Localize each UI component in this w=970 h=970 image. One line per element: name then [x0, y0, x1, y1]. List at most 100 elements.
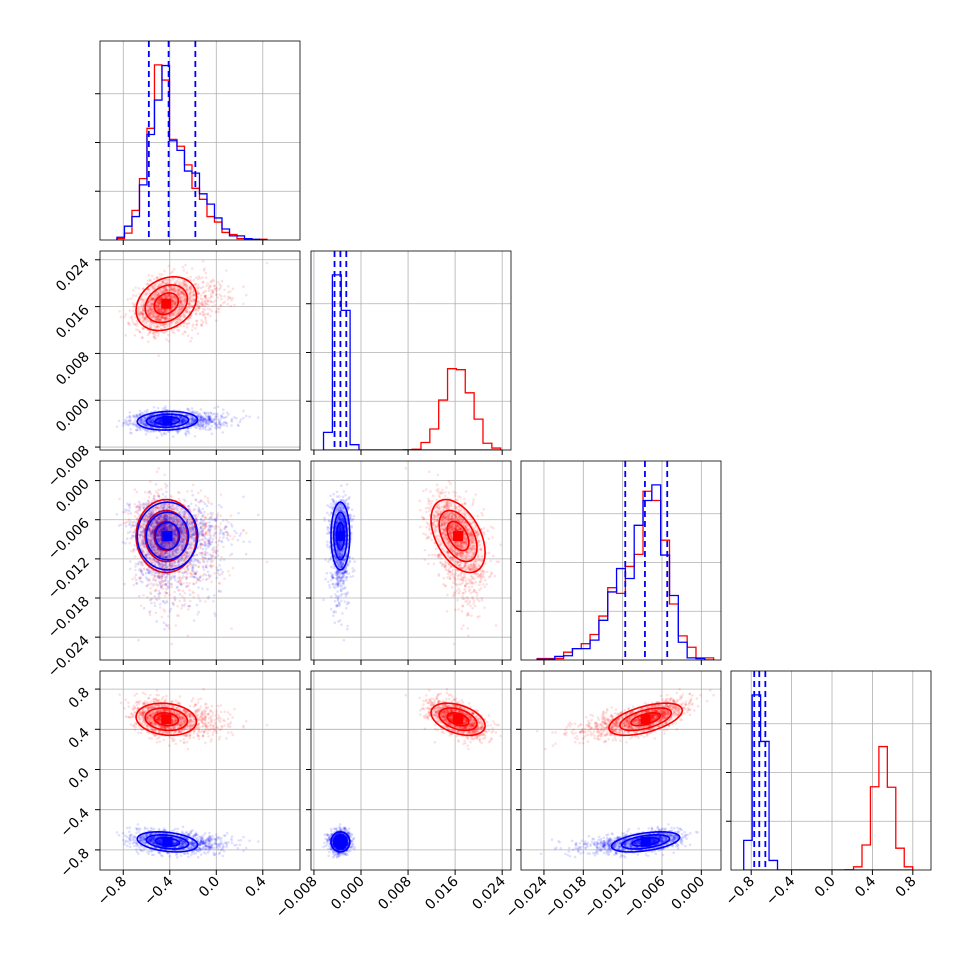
sample-point [195, 410, 199, 414]
sample-point [161, 280, 164, 284]
sample-point [217, 503, 221, 507]
sample-point [127, 323, 131, 326]
sample-point [193, 293, 196, 296]
sample-point [212, 279, 216, 283]
sample-point [214, 421, 218, 424]
sample-point [192, 582, 196, 586]
sample-point [151, 302, 154, 306]
sample-point [157, 293, 161, 296]
sample-point [201, 285, 205, 289]
sample-point [204, 276, 208, 280]
sample-point [163, 309, 167, 313]
sample-point [194, 426, 197, 429]
sample-point [162, 287, 165, 291]
sample-point [220, 297, 223, 301]
sample-point [170, 301, 174, 304]
sample-point [180, 420, 184, 424]
sample-point [162, 323, 165, 326]
sample-point [167, 281, 170, 284]
sample-point [199, 418, 203, 421]
sample-point [225, 421, 228, 425]
sample-point [134, 428, 138, 432]
sample-point [177, 329, 181, 332]
sample-point [137, 313, 140, 317]
sample-point [143, 321, 147, 325]
sample-point [171, 312, 175, 316]
sample-point [142, 318, 146, 321]
sample-point [218, 293, 222, 296]
sample-point [221, 412, 225, 415]
sample-point [200, 424, 203, 428]
sample-point [210, 502, 213, 506]
sample-point [158, 291, 161, 295]
sample-point [213, 527, 217, 531]
axes-frame-0-0 [99, 40, 301, 241]
sample-point [135, 324, 138, 327]
sample-point [156, 306, 160, 309]
sample-point [199, 302, 203, 305]
sample-point [163, 294, 167, 298]
sample-point [188, 278, 191, 282]
sample-point [154, 296, 158, 299]
sample-point [180, 318, 184, 322]
sample-point [183, 303, 186, 306]
sample-point [159, 301, 162, 305]
sample-point [216, 549, 220, 553]
sample-point [223, 288, 226, 292]
sample-point [203, 300, 207, 303]
sample-point [191, 328, 194, 332]
sample-point [203, 495, 207, 498]
sample-point [218, 420, 221, 423]
sample-point [185, 284, 189, 288]
sample-point [136, 562, 140, 566]
sample-point [140, 312, 144, 316]
sample-point [139, 312, 142, 316]
sample-point [172, 288, 176, 291]
sample-point [147, 279, 150, 282]
sample-point [184, 297, 187, 301]
sample-point [133, 323, 137, 326]
sample-point [141, 309, 145, 313]
sample-point [129, 537, 133, 540]
sample-point [146, 333, 150, 337]
sample-point [199, 297, 202, 301]
sample-point [147, 340, 150, 344]
sample-point [185, 576, 189, 580]
sample-point [183, 293, 186, 297]
sample-point [164, 318, 168, 322]
sample-point [152, 310, 156, 314]
sample-point [212, 599, 215, 603]
sample-point [141, 298, 144, 302]
sample-point [202, 303, 205, 306]
sample-point [151, 287, 154, 291]
sample-point [156, 301, 160, 305]
sample-point [150, 305, 153, 308]
sample-point [183, 283, 187, 287]
sample-point [135, 322, 139, 326]
sample-point [172, 295, 176, 298]
sample-point [129, 316, 133, 320]
sample-point [152, 310, 155, 313]
sample-point [191, 483, 195, 487]
sample-point [129, 520, 132, 524]
sample-point [152, 578, 155, 582]
sample-point [175, 320, 179, 324]
sample-point [148, 278, 152, 281]
sample-point [155, 317, 158, 321]
sample-point [163, 331, 166, 335]
sample-point [162, 316, 166, 320]
sample-point [163, 308, 167, 312]
sample-point [156, 285, 159, 288]
sample-point [156, 314, 160, 318]
sample-point [204, 516, 208, 520]
sample-point [133, 503, 137, 506]
sample-point [166, 295, 169, 298]
sample-point [220, 555, 223, 559]
sample-point [173, 290, 177, 294]
sample-point [196, 292, 200, 295]
sample-point [146, 595, 149, 599]
sample-point [173, 300, 177, 303]
sample-point [218, 283, 222, 286]
sample-point [168, 308, 172, 311]
sample-point [208, 421, 211, 424]
